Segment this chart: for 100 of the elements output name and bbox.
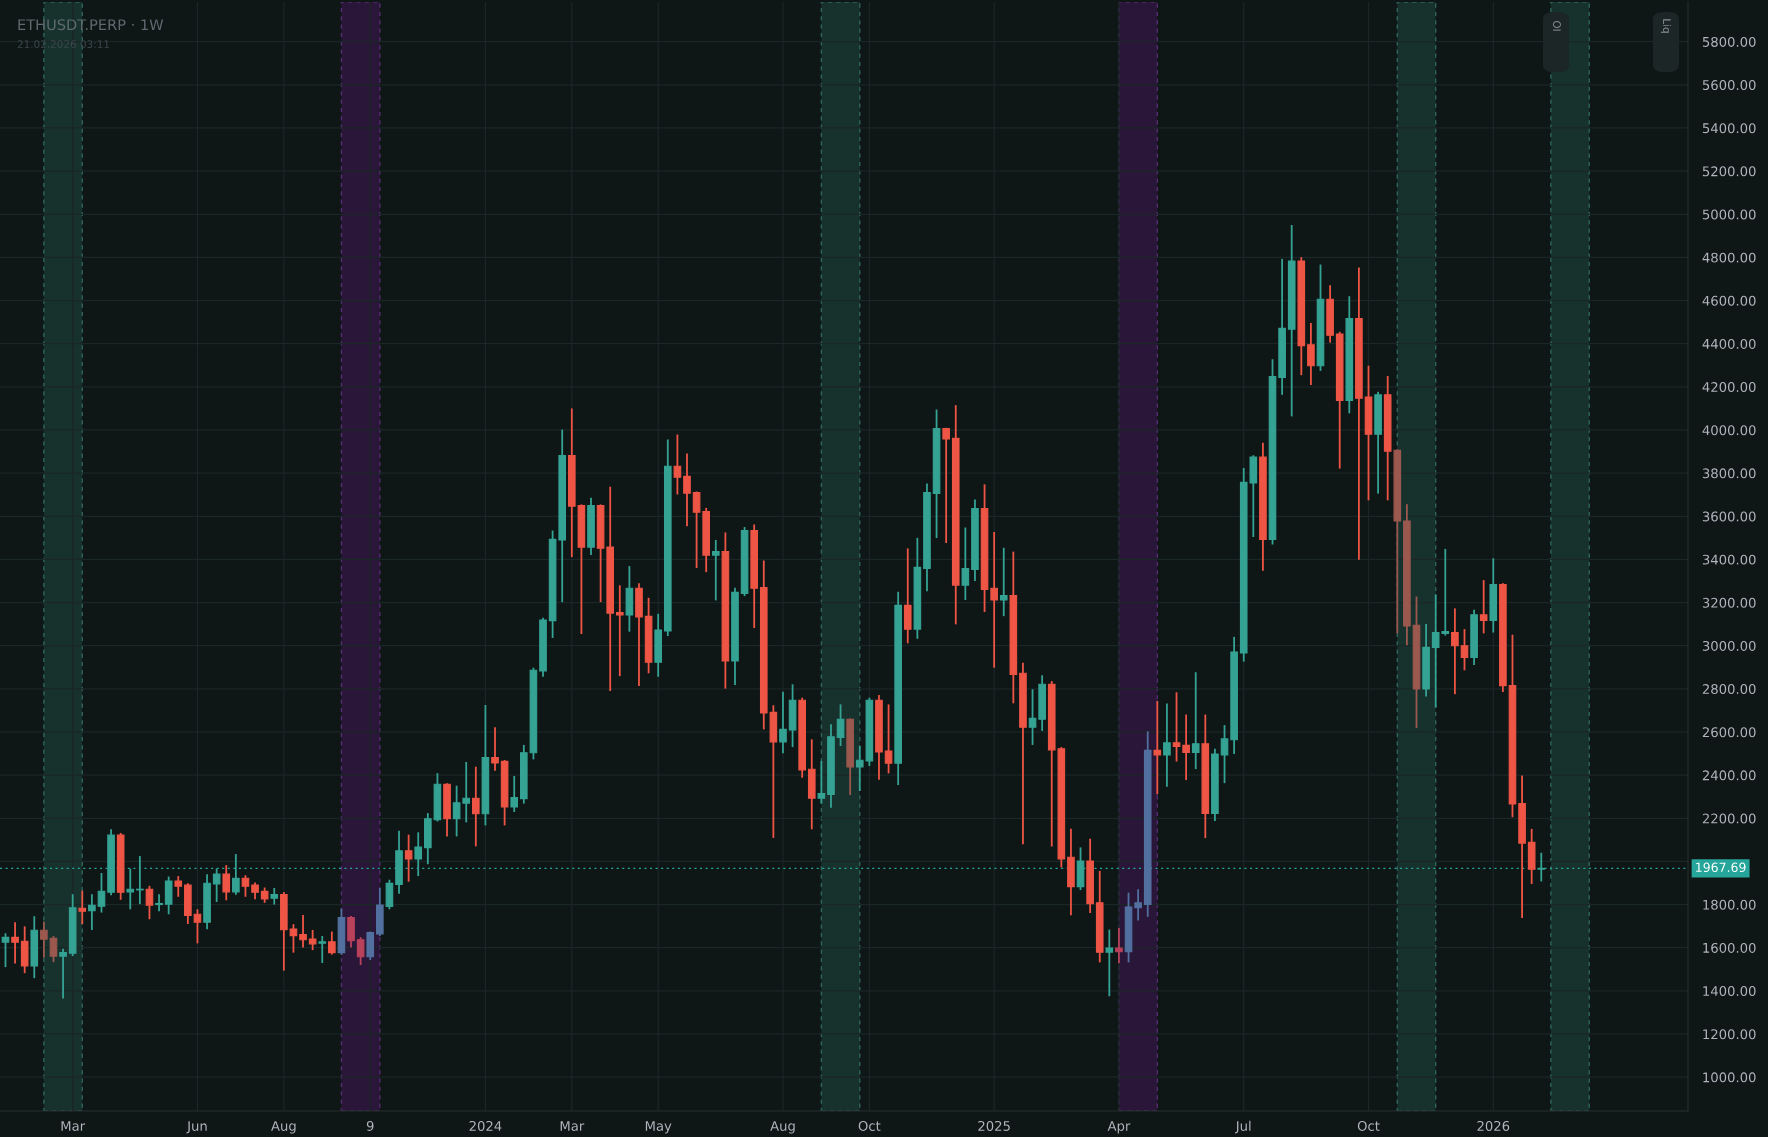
candlestick [97, 872, 106, 914]
x-tick-label: Aug [271, 1121, 296, 1134]
candlestick [615, 584, 624, 678]
x-tick-label: 2024 [469, 1120, 502, 1131]
y-tick-label: 3000.00 [1702, 640, 1756, 651]
x-tick-label: Mar [560, 1121, 585, 1131]
candlestick [1105, 928, 1114, 998]
candlestick [1537, 851, 1546, 883]
y-tick-label: 1200.00 [1703, 1029, 1756, 1040]
candlestick [999, 546, 1008, 618]
candlestick [356, 936, 365, 966]
x-tick-label: Aug [770, 1121, 795, 1134]
candlestick [1182, 713, 1190, 781]
y-tick-label: 3400.00 [1702, 554, 1756, 565]
y-tick-label: 4400.00 [1702, 338, 1756, 349]
y-tick-label: 1400.00 [1703, 986, 1756, 997]
candlestick [942, 426, 950, 544]
candlestick [59, 947, 67, 1000]
y-tick-label: 4200.00 [1702, 382, 1756, 393]
ref-line-label: 1967.69 [1696, 862, 1746, 873]
x-tick-label: Oct [1357, 1120, 1380, 1131]
candlestick [884, 703, 893, 775]
candlestick [779, 690, 787, 755]
y-tick-label: 5000.00 [1702, 209, 1756, 220]
y-tick-label: 2200.00 [1702, 813, 1756, 824]
y-tick-label: 4000.00 [1702, 425, 1756, 436]
y-tick-label: 5600.00 [1702, 80, 1756, 91]
candlestick [1307, 322, 1315, 387]
candlestick [155, 893, 163, 913]
candlestick [1460, 628, 1469, 672]
candlestick [1115, 927, 1123, 965]
candlestick [1191, 671, 1200, 770]
candlestick [1153, 700, 1162, 796]
candlestick [683, 452, 691, 528]
candlestick [1, 932, 10, 969]
y-tick-label: 3800.00 [1702, 468, 1756, 479]
candlestick [318, 935, 327, 964]
candlestick [212, 867, 221, 903]
y-tick-label: 5400.00 [1702, 123, 1756, 134]
candlestick [1163, 702, 1171, 788]
x-tick-label: 2026 [1477, 1120, 1510, 1131]
candlestick [328, 930, 336, 956]
y-tick-label: 3200.00 [1702, 597, 1756, 608]
x-tick-label: 2025 [978, 1120, 1010, 1131]
y-tick-label: 2600.00 [1702, 727, 1756, 738]
y-tick-label: 1600.00 [1703, 942, 1756, 953]
candlestick [40, 920, 48, 959]
candlestick [232, 853, 240, 896]
x-tick-label: Apr [1107, 1121, 1131, 1134]
candlestick [1134, 888, 1142, 922]
x-tick-label: Mar [61, 1121, 86, 1131]
candlestick [174, 875, 183, 898]
candlestick [299, 914, 307, 949]
annotation: OI [1552, 20, 1561, 31]
candlestick [510, 775, 519, 813]
candlestick [241, 874, 250, 898]
x-tick-label: Oct [858, 1120, 881, 1131]
candlestick [289, 923, 298, 954]
candlestick [711, 539, 720, 602]
candlestick [836, 703, 845, 747]
candlestick [164, 875, 173, 916]
candlestick [472, 765, 480, 848]
candlestick [990, 531, 998, 669]
candlestick [49, 935, 58, 964]
candlestick [1028, 688, 1037, 746]
candlestick [1479, 579, 1488, 635]
y-tick-label: 1800.00 [1703, 899, 1756, 910]
x-tick-label: May [645, 1121, 672, 1134]
candlestick [308, 929, 317, 951]
y-tick-label: 5200.00 [1702, 166, 1756, 177]
y-tick-label: 5800.00 [1702, 36, 1756, 47]
x-tick-label: 9 [366, 1120, 374, 1131]
y-tick-label: 4600.00 [1702, 295, 1756, 306]
candlestick [404, 833, 413, 883]
annotation: Liq [1660, 19, 1672, 33]
text: ETHUSDT.PERP · 1W [18, 19, 164, 31]
candlestick [88, 893, 96, 931]
y-tick-label: 2400.00 [1702, 770, 1756, 781]
candlestick [193, 908, 202, 945]
candlestick [78, 889, 87, 926]
candlestick [1220, 724, 1229, 785]
candlestick [145, 884, 154, 921]
y-tick-label: 2800.00 [1702, 684, 1756, 695]
candlestick [136, 855, 144, 906]
candlestick [903, 547, 912, 645]
candlestick [11, 921, 19, 965]
x-tick-label: Jul [1235, 1120, 1251, 1134]
y-tick-label: 4800.00 [1702, 252, 1756, 263]
candlestick [1451, 607, 1459, 696]
candlestick [414, 831, 423, 877]
candlestick [673, 433, 682, 496]
candlestick [961, 526, 970, 601]
candlestick [1172, 691, 1181, 763]
candlestick [385, 878, 394, 911]
candlestick [491, 726, 499, 772]
y-tick-label: 1000.00 [1703, 1072, 1756, 1083]
candlestick [222, 864, 231, 902]
x-tick-label: Jun [186, 1121, 207, 1134]
candlestick [347, 915, 355, 949]
candlestick [817, 759, 826, 805]
